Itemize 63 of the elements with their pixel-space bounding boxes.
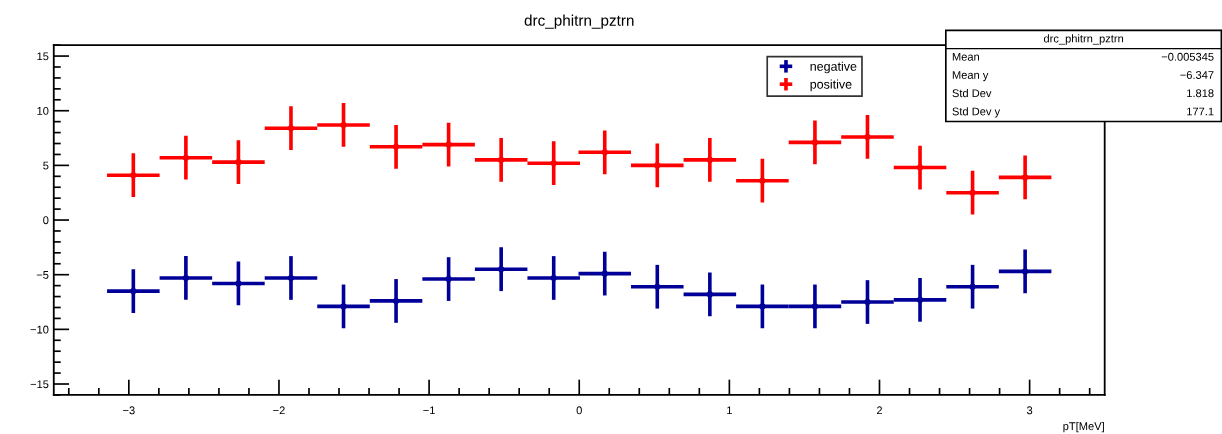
text: −0.005345 — [1161, 52, 1214, 61]
point — [550, 159, 557, 167]
point — [182, 154, 190, 161]
legend-label: positive — [810, 79, 852, 92]
legend-label: negative — [810, 61, 857, 74]
point — [130, 287, 137, 295]
y-tick-label: 10 — [37, 106, 49, 115]
x-tick-label: −2 — [273, 406, 285, 415]
point — [445, 141, 452, 148]
point — [811, 303, 819, 310]
point — [235, 280, 242, 287]
point — [1021, 268, 1029, 275]
point — [235, 158, 242, 166]
point — [654, 283, 661, 290]
point — [864, 133, 871, 141]
y-tick-label: 15 — [37, 52, 49, 61]
point — [916, 164, 924, 171]
point — [601, 270, 609, 277]
annotation: Std Dev y — [952, 107, 1001, 118]
annotation: Std Dev — [952, 89, 992, 98]
x-tick-label: 2 — [876, 406, 883, 415]
point — [759, 177, 766, 184]
point — [497, 156, 505, 164]
point — [130, 171, 137, 179]
point — [340, 303, 347, 310]
x-axis-title: pT[MeV] — [1063, 421, 1104, 433]
point — [182, 274, 190, 282]
point — [392, 143, 400, 151]
point — [445, 275, 452, 283]
text: 177.1 — [1187, 107, 1214, 116]
y-tick-label: 0 — [43, 216, 49, 225]
point — [287, 124, 295, 132]
point — [916, 296, 924, 304]
y-tick-label: 5 — [43, 161, 49, 170]
y-tick-label: −15 — [30, 380, 49, 389]
point — [287, 274, 295, 282]
point — [706, 291, 714, 298]
point — [759, 303, 766, 310]
point — [550, 274, 557, 282]
y-tick-label: −5 — [36, 271, 49, 279]
point — [706, 156, 714, 164]
y-tick-label: −10 — [30, 325, 49, 334]
x-tick-label: 3 — [1026, 406, 1033, 415]
point — [654, 162, 661, 169]
text: −6.347 — [1180, 71, 1214, 79]
text: 1.818 — [1187, 89, 1214, 98]
x-tick-label: −1 — [423, 406, 435, 415]
x-tick-label: −3 — [123, 406, 135, 415]
point — [497, 265, 505, 273]
point — [864, 298, 871, 306]
point — [340, 121, 347, 129]
point — [601, 149, 609, 156]
point — [811, 139, 819, 146]
point — [969, 189, 976, 196]
point — [1021, 174, 1029, 181]
point — [392, 297, 400, 305]
annotation: Mean — [952, 52, 980, 61]
text: drc_phitrn_pztrn — [1043, 34, 1124, 45]
chart-title: drc_phitrn_pztrn — [524, 14, 634, 29]
x-tick-label: 1 — [727, 406, 732, 415]
x-tick-label: 0 — [576, 406, 582, 415]
point — [969, 283, 976, 290]
annotation: Mean y — [952, 71, 989, 82]
